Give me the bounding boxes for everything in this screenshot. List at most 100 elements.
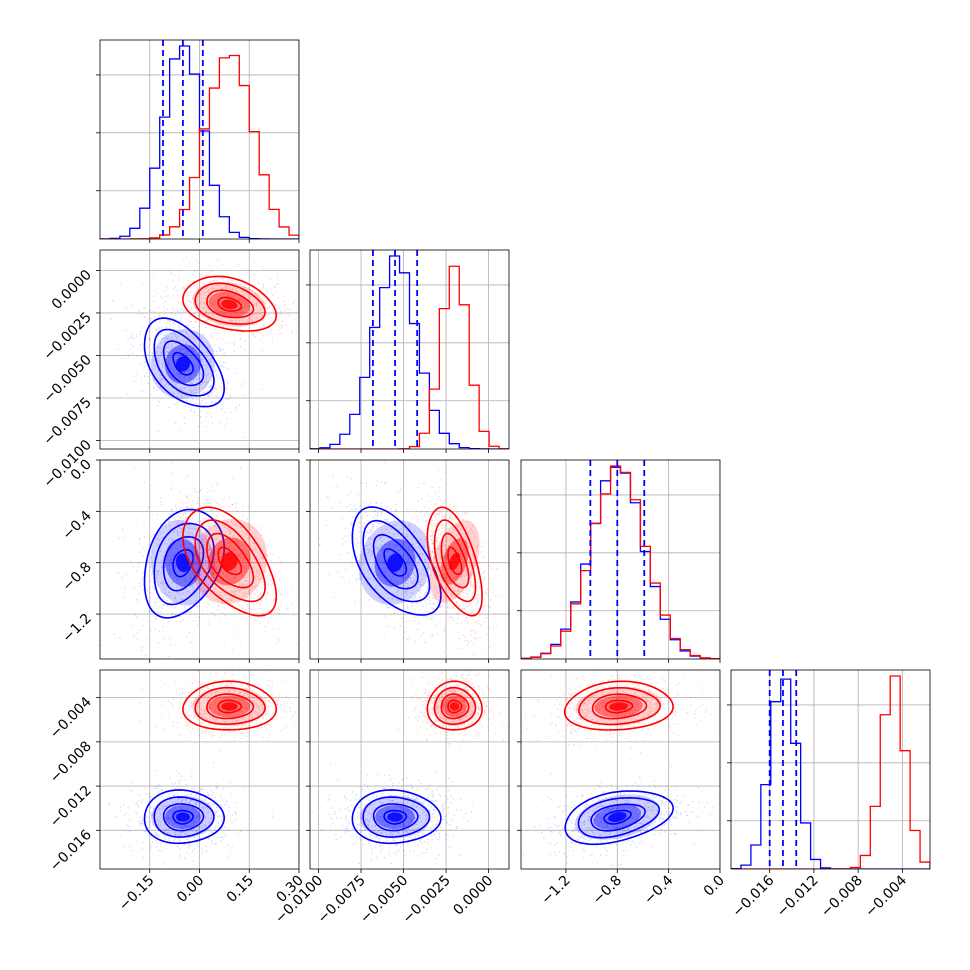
contour-red (194, 519, 266, 603)
panel-3-3: −0.016−0.012−0.008−0.004 (727, 669, 931, 921)
contour-blue (372, 803, 419, 832)
contour-red (591, 693, 648, 720)
contour-red (426, 506, 483, 617)
ytick-label: −0.4 (59, 508, 94, 543)
panel-2-0: −1.2−0.8−0.40.0 (59, 457, 300, 663)
density-peak-red (221, 299, 238, 310)
histogram-red (521, 465, 720, 659)
density-peak-red (221, 552, 238, 571)
density-peak-red (449, 552, 461, 571)
contour-blue (590, 803, 646, 832)
contour-blue (172, 351, 194, 376)
panel-content (100, 250, 299, 449)
contour-blue (162, 803, 205, 832)
panel-frame (520, 669, 721, 870)
contour-blue (172, 809, 194, 825)
ytick-label: −0.008 (47, 738, 95, 786)
contour-blue (153, 522, 215, 606)
contour-blue (564, 790, 674, 846)
xtick-label: −0.012 (774, 873, 822, 921)
panel-frame (309, 459, 510, 660)
contour-blue (162, 535, 205, 592)
panel-3-2: −1.2 −0.8 −0.4 0.0 (517, 669, 728, 908)
contour-blue (172, 548, 194, 578)
contour-red (182, 506, 278, 617)
panel-2-1 (306, 459, 510, 663)
xtick-label: −0.004 (862, 872, 910, 920)
contour-blue (351, 789, 442, 845)
contour-blue (372, 533, 419, 590)
panel-3-0: −0.15 0.00 0.15 0.30−0.016−0.012−0.008−0.00… (47, 669, 307, 915)
panel-frame (520, 459, 721, 660)
contour-blue (351, 506, 442, 616)
contour-red (217, 296, 243, 312)
contour-blue (162, 340, 205, 387)
contour-blue (143, 317, 225, 408)
contour-red (182, 275, 278, 332)
panel-content (521, 460, 720, 659)
ytick-label: −0.8 (59, 559, 94, 594)
contour-blue (383, 809, 408, 825)
contour-red (433, 686, 477, 726)
xtick-label: −0.008 (818, 873, 866, 921)
panel-frame (309, 249, 510, 450)
density-peak-blue (175, 356, 190, 372)
panel-content (310, 250, 509, 449)
density-peak-red (221, 702, 238, 711)
contour-blue (603, 809, 632, 825)
panel-1-1 (306, 249, 510, 453)
contour-red (194, 686, 266, 726)
contour-blue (143, 789, 225, 845)
panel-content (100, 460, 299, 659)
contour-red (217, 546, 243, 576)
contour-red (217, 699, 243, 714)
histogram-red (731, 675, 930, 869)
contour-blue (362, 796, 431, 838)
panel-content (310, 670, 509, 869)
histogram-blue (521, 466, 720, 659)
panel-content (310, 460, 509, 659)
xtick-label: −0.15 (116, 873, 158, 915)
ytick-label: −0.016 (47, 827, 95, 875)
ytick-label: −0.012 (47, 783, 95, 831)
xtick-label: 0.15 (224, 873, 257, 906)
contour-blue (362, 519, 431, 603)
panel-0-0 (96, 39, 300, 243)
ytick-label: 0.0000 (49, 267, 95, 313)
contour-red (447, 546, 463, 576)
panel-content (521, 670, 720, 869)
contour-red (440, 532, 470, 589)
contour-blue (153, 796, 215, 838)
scatter-red (138, 670, 299, 753)
density-peak-blue (175, 812, 190, 822)
xtick-label: −1.2 (538, 873, 573, 908)
xtick-label: 0.0000 (450, 873, 496, 919)
ytick-label: −1.2 (59, 611, 94, 646)
contour-red (604, 699, 634, 714)
contour-blue (143, 508, 225, 619)
density-peak-blue (175, 553, 190, 573)
panel-content (100, 670, 299, 869)
density-peak-blue (608, 812, 627, 822)
scatter-red (522, 670, 720, 754)
panel-frame (309, 669, 510, 870)
histogram-blue (731, 678, 930, 869)
contour-red (194, 282, 266, 325)
contour-red (433, 519, 477, 603)
panel-content (100, 40, 299, 239)
xtick-label: −0.4 (641, 872, 676, 907)
contour-blue (383, 548, 408, 577)
contour-red (182, 680, 278, 731)
xtick-label: 0.0 (701, 873, 728, 900)
panel-2-2 (517, 459, 721, 663)
histogram-red (310, 265, 509, 449)
contour-red (426, 680, 483, 731)
contour-red (206, 693, 255, 720)
contour-red (440, 693, 470, 720)
contour-blue (577, 796, 661, 839)
contour-red (447, 699, 463, 714)
